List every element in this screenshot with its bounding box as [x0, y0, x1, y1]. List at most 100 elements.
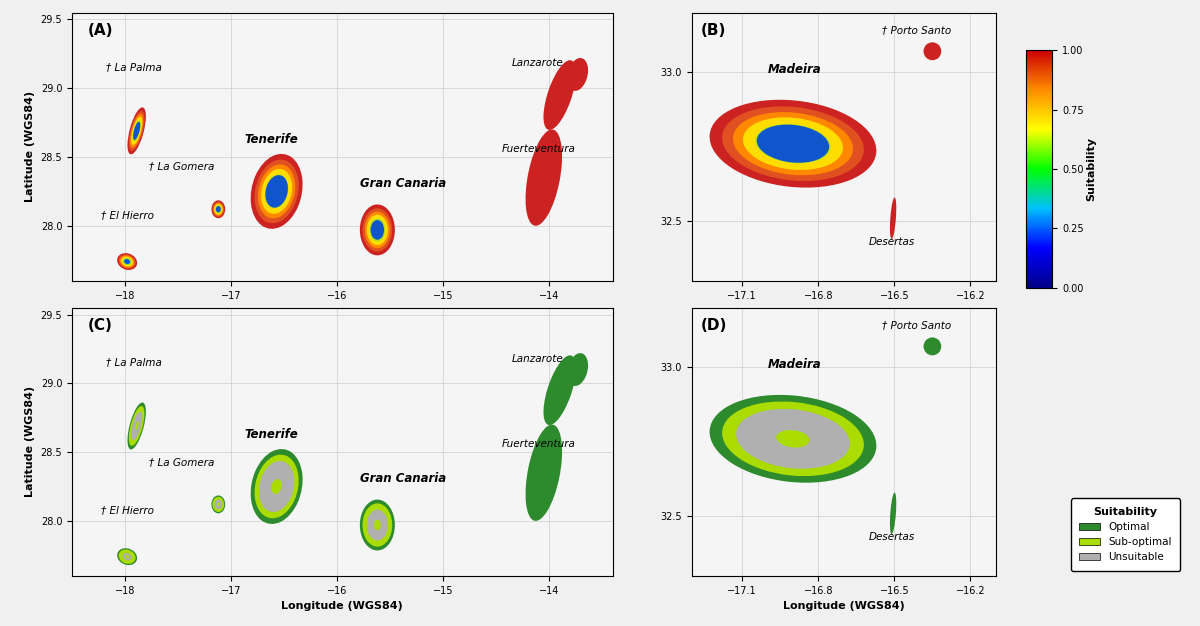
- Text: † La Palma: † La Palma: [106, 357, 162, 367]
- Ellipse shape: [265, 175, 288, 208]
- Ellipse shape: [258, 165, 295, 218]
- Ellipse shape: [722, 401, 864, 476]
- Ellipse shape: [757, 125, 829, 163]
- Ellipse shape: [217, 503, 220, 506]
- Text: (C): (C): [89, 319, 113, 334]
- Ellipse shape: [722, 106, 864, 181]
- Text: Desertas: Desertas: [869, 532, 916, 542]
- Ellipse shape: [271, 479, 282, 494]
- Ellipse shape: [262, 169, 293, 214]
- Ellipse shape: [709, 100, 876, 188]
- Ellipse shape: [211, 495, 226, 513]
- Ellipse shape: [215, 500, 222, 510]
- Text: Gran Canaria: Gran Canaria: [360, 472, 446, 485]
- Text: Lanzarote: Lanzarote: [512, 58, 564, 68]
- Ellipse shape: [372, 222, 383, 237]
- Ellipse shape: [214, 204, 222, 215]
- Ellipse shape: [743, 117, 844, 170]
- Ellipse shape: [367, 215, 388, 245]
- Ellipse shape: [127, 403, 146, 449]
- Text: Tenerife: Tenerife: [245, 428, 299, 441]
- Text: † La Palma: † La Palma: [106, 63, 162, 73]
- Ellipse shape: [121, 257, 133, 267]
- Ellipse shape: [924, 337, 941, 356]
- Ellipse shape: [259, 461, 294, 512]
- Ellipse shape: [211, 200, 226, 218]
- Ellipse shape: [254, 454, 299, 518]
- Ellipse shape: [360, 205, 395, 255]
- Ellipse shape: [768, 130, 818, 157]
- Text: Fuerteventura: Fuerteventura: [502, 439, 575, 449]
- Ellipse shape: [374, 520, 380, 530]
- Ellipse shape: [130, 114, 143, 148]
- Y-axis label: Latitude (WGS84): Latitude (WGS84): [25, 386, 35, 497]
- Ellipse shape: [733, 112, 853, 175]
- Ellipse shape: [367, 510, 388, 540]
- Ellipse shape: [544, 60, 576, 130]
- Ellipse shape: [254, 160, 299, 223]
- Ellipse shape: [134, 124, 139, 138]
- Ellipse shape: [251, 449, 302, 524]
- Ellipse shape: [127, 108, 146, 155]
- Ellipse shape: [131, 412, 143, 440]
- Ellipse shape: [251, 154, 302, 229]
- Ellipse shape: [122, 258, 132, 265]
- Ellipse shape: [362, 503, 392, 546]
- Ellipse shape: [124, 259, 130, 264]
- Text: Madeira: Madeira: [768, 358, 821, 371]
- Ellipse shape: [120, 255, 134, 268]
- Text: Gran Canaria: Gran Canaria: [360, 177, 446, 190]
- Ellipse shape: [212, 497, 224, 512]
- Ellipse shape: [134, 421, 138, 431]
- Text: Lanzarote: Lanzarote: [512, 354, 564, 364]
- Ellipse shape: [133, 122, 140, 140]
- Ellipse shape: [371, 220, 384, 240]
- Ellipse shape: [890, 493, 896, 534]
- Ellipse shape: [216, 206, 221, 212]
- Legend: Optimal, Sub-optimal, Unsuitable: Optimal, Sub-optimal, Unsuitable: [1072, 498, 1181, 571]
- Ellipse shape: [360, 500, 395, 550]
- Ellipse shape: [131, 117, 142, 145]
- Y-axis label: Suitability: Suitability: [1086, 137, 1097, 201]
- Text: Madeira: Madeira: [768, 63, 821, 76]
- Ellipse shape: [568, 353, 588, 386]
- Ellipse shape: [212, 202, 224, 217]
- X-axis label: Longitude (WGS84): Longitude (WGS84): [782, 601, 905, 611]
- Ellipse shape: [128, 406, 144, 446]
- Ellipse shape: [125, 555, 130, 558]
- Text: † Porto Santo: † Porto Santo: [882, 26, 950, 36]
- Ellipse shape: [119, 550, 136, 564]
- Ellipse shape: [214, 203, 223, 216]
- Text: Tenerife: Tenerife: [245, 133, 299, 146]
- Text: (D): (D): [701, 319, 727, 334]
- Text: (B): (B): [701, 23, 726, 38]
- Text: Fuerteventura: Fuerteventura: [502, 144, 575, 154]
- Ellipse shape: [776, 430, 810, 448]
- Ellipse shape: [526, 424, 562, 521]
- Text: † La Gomera: † La Gomera: [149, 457, 215, 467]
- Ellipse shape: [118, 548, 137, 565]
- Ellipse shape: [122, 553, 132, 560]
- Ellipse shape: [215, 205, 222, 213]
- Ellipse shape: [119, 254, 136, 269]
- Ellipse shape: [265, 175, 288, 208]
- Ellipse shape: [365, 212, 390, 249]
- Text: † El Hierro: † El Hierro: [101, 505, 154, 515]
- Text: † La Gomera: † La Gomera: [149, 162, 215, 172]
- Text: † El Hierro: † El Hierro: [101, 210, 154, 220]
- Ellipse shape: [128, 111, 144, 151]
- Ellipse shape: [362, 208, 392, 252]
- Ellipse shape: [736, 409, 850, 469]
- Text: Desertas: Desertas: [869, 237, 916, 247]
- Y-axis label: Latitude (WGS84): Latitude (WGS84): [25, 91, 35, 202]
- Text: † Porto Santo: † Porto Santo: [882, 321, 950, 331]
- Ellipse shape: [216, 207, 221, 212]
- Ellipse shape: [568, 58, 588, 91]
- Ellipse shape: [132, 120, 140, 141]
- X-axis label: Longitude (WGS84): Longitude (WGS84): [282, 601, 403, 611]
- Ellipse shape: [125, 259, 130, 264]
- Ellipse shape: [269, 180, 284, 203]
- Ellipse shape: [890, 197, 896, 239]
- Ellipse shape: [924, 43, 941, 60]
- Text: (A): (A): [89, 23, 114, 38]
